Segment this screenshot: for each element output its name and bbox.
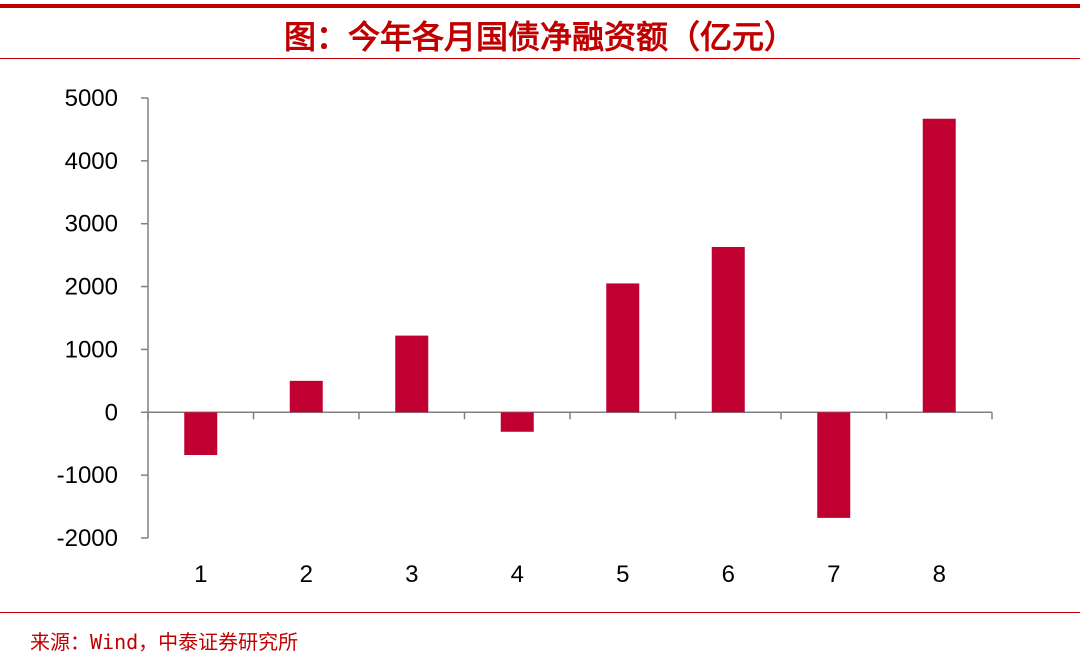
x-tick-label: 4 bbox=[511, 561, 524, 588]
y-tick-label: -2000 bbox=[57, 525, 118, 552]
x-tick-label: 3 bbox=[405, 561, 418, 588]
bar-chart: 5000 4000 3000 2000 1000 0 -1000 -2000 1 2 3 4 5 6 7 8 bbox=[57, 85, 993, 588]
bar-month-4 bbox=[500, 412, 534, 432]
y-tick-label: 4000 bbox=[65, 148, 118, 175]
y-tick-label: -1000 bbox=[57, 462, 118, 489]
y-axis: 5000 4000 3000 2000 1000 0 -1000 -2000 bbox=[57, 85, 149, 552]
bar-month-1 bbox=[184, 412, 218, 456]
bar-month-5 bbox=[606, 283, 640, 413]
y-tick-label: 2000 bbox=[65, 274, 118, 301]
x-tick-label: 6 bbox=[722, 561, 735, 588]
chart-title: 图：今年各月国债净融资额（亿元） bbox=[283, 18, 796, 56]
bar-month-2 bbox=[289, 380, 323, 413]
y-tick-label: 5000 bbox=[65, 85, 118, 112]
x-tick-label: 8 bbox=[933, 561, 946, 588]
x-tick-label: 5 bbox=[616, 561, 629, 588]
x-tick-label: 7 bbox=[827, 561, 840, 588]
x-axis: 1 2 3 4 5 6 7 8 bbox=[147, 411, 993, 588]
x-tick-label: 2 bbox=[300, 561, 313, 588]
bottom-rule bbox=[0, 612, 1080, 613]
title-rule bbox=[0, 58, 1080, 59]
bar-month-7 bbox=[817, 412, 851, 518]
source-note: 来源：Wind，中泰证券研究所 bbox=[30, 630, 299, 654]
y-tick-label: 3000 bbox=[65, 211, 118, 238]
bar-month-3 bbox=[395, 335, 429, 413]
x-tick-label: 1 bbox=[194, 561, 207, 588]
bar-month-8 bbox=[922, 118, 956, 413]
y-tick-label: 0 bbox=[105, 399, 118, 426]
y-tick-label: 1000 bbox=[65, 336, 118, 363]
bars bbox=[184, 118, 956, 518]
bar-month-6 bbox=[711, 246, 745, 413]
top-rule bbox=[0, 4, 1080, 8]
